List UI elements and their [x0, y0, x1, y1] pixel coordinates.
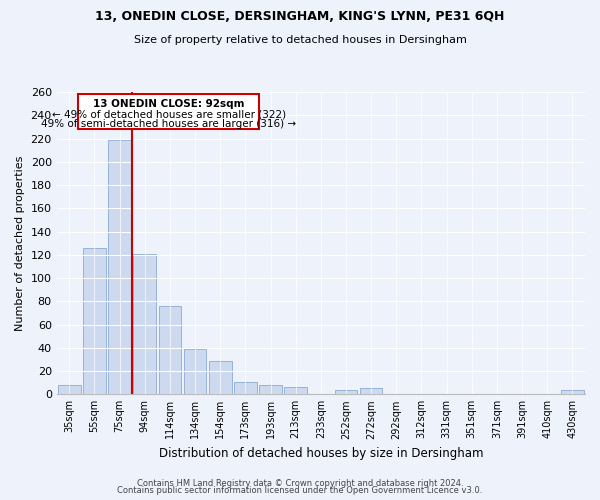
Bar: [234, 382, 257, 394]
Bar: [108, 140, 131, 394]
Bar: [284, 388, 307, 394]
Text: Contains public sector information licensed under the Open Government Licence v3: Contains public sector information licen…: [118, 486, 482, 495]
FancyBboxPatch shape: [78, 94, 259, 129]
Text: ← 49% of detached houses are smaller (322): ← 49% of detached houses are smaller (32…: [52, 110, 286, 120]
Text: Size of property relative to detached houses in Dersingham: Size of property relative to detached ho…: [134, 35, 466, 45]
Bar: [83, 248, 106, 394]
Text: 49% of semi-detached houses are larger (316) →: 49% of semi-detached houses are larger (…: [41, 118, 296, 128]
Bar: [561, 390, 584, 394]
Bar: [184, 349, 206, 395]
X-axis label: Distribution of detached houses by size in Dersingham: Distribution of detached houses by size …: [158, 447, 483, 460]
Text: Contains HM Land Registry data © Crown copyright and database right 2024.: Contains HM Land Registry data © Crown c…: [137, 478, 463, 488]
Bar: [158, 306, 181, 394]
Bar: [259, 385, 282, 394]
Bar: [209, 360, 232, 394]
Bar: [335, 390, 358, 394]
Y-axis label: Number of detached properties: Number of detached properties: [15, 156, 25, 331]
Bar: [360, 388, 382, 394]
Bar: [133, 254, 156, 394]
Text: 13 ONEDIN CLOSE: 92sqm: 13 ONEDIN CLOSE: 92sqm: [93, 99, 244, 109]
Bar: [58, 385, 80, 394]
Text: 13, ONEDIN CLOSE, DERSINGHAM, KING'S LYNN, PE31 6QH: 13, ONEDIN CLOSE, DERSINGHAM, KING'S LYN…: [95, 10, 505, 23]
